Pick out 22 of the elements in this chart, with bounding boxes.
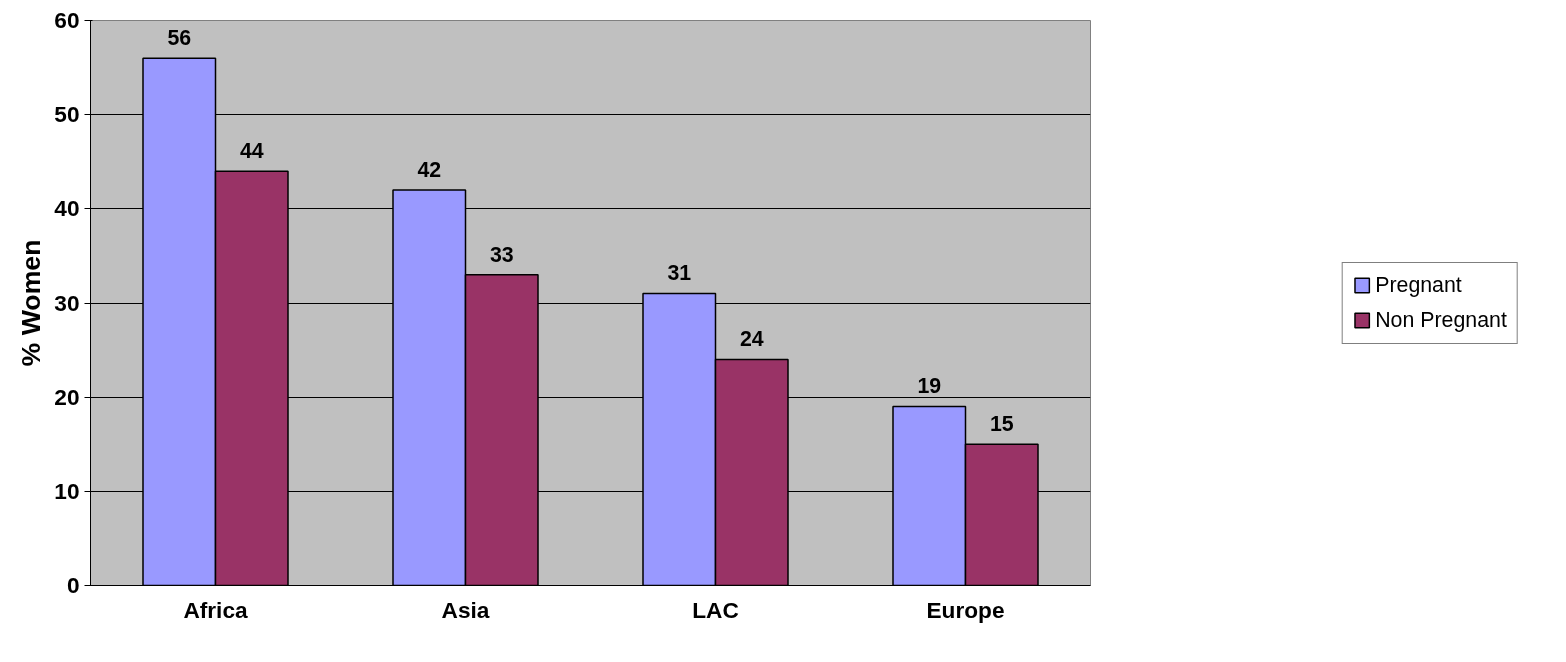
legend-label: Non Pregnant (1375, 307, 1507, 333)
y-tick-label: 60 (54, 7, 80, 33)
data-label: 31 (667, 261, 692, 286)
data-label: 19 (917, 374, 942, 399)
y-tick-label: 20 (54, 383, 80, 410)
data-label: 33 (489, 242, 514, 267)
y-tick-label: 0 (66, 572, 80, 598)
y-axis-title: % Women (16, 239, 47, 367)
x-tick-label: LAC (692, 596, 739, 623)
data-label: 42 (417, 157, 442, 182)
data-label: 24 (739, 327, 764, 352)
x-tick-label: Europe (926, 596, 1005, 623)
x-tick-label: Asia (441, 596, 490, 623)
data-label: 56 (167, 25, 192, 50)
y-tick-label: 30 (54, 289, 80, 316)
legend-label: Pregnant (1375, 272, 1462, 298)
data-label: 15 (989, 412, 1014, 437)
x-tick-label: Africa (183, 596, 249, 623)
data-label: 44 (239, 138, 264, 163)
y-tick-label: 10 (54, 477, 80, 504)
y-tick-label: 50 (54, 101, 80, 128)
y-tick-label: 40 (54, 195, 80, 222)
